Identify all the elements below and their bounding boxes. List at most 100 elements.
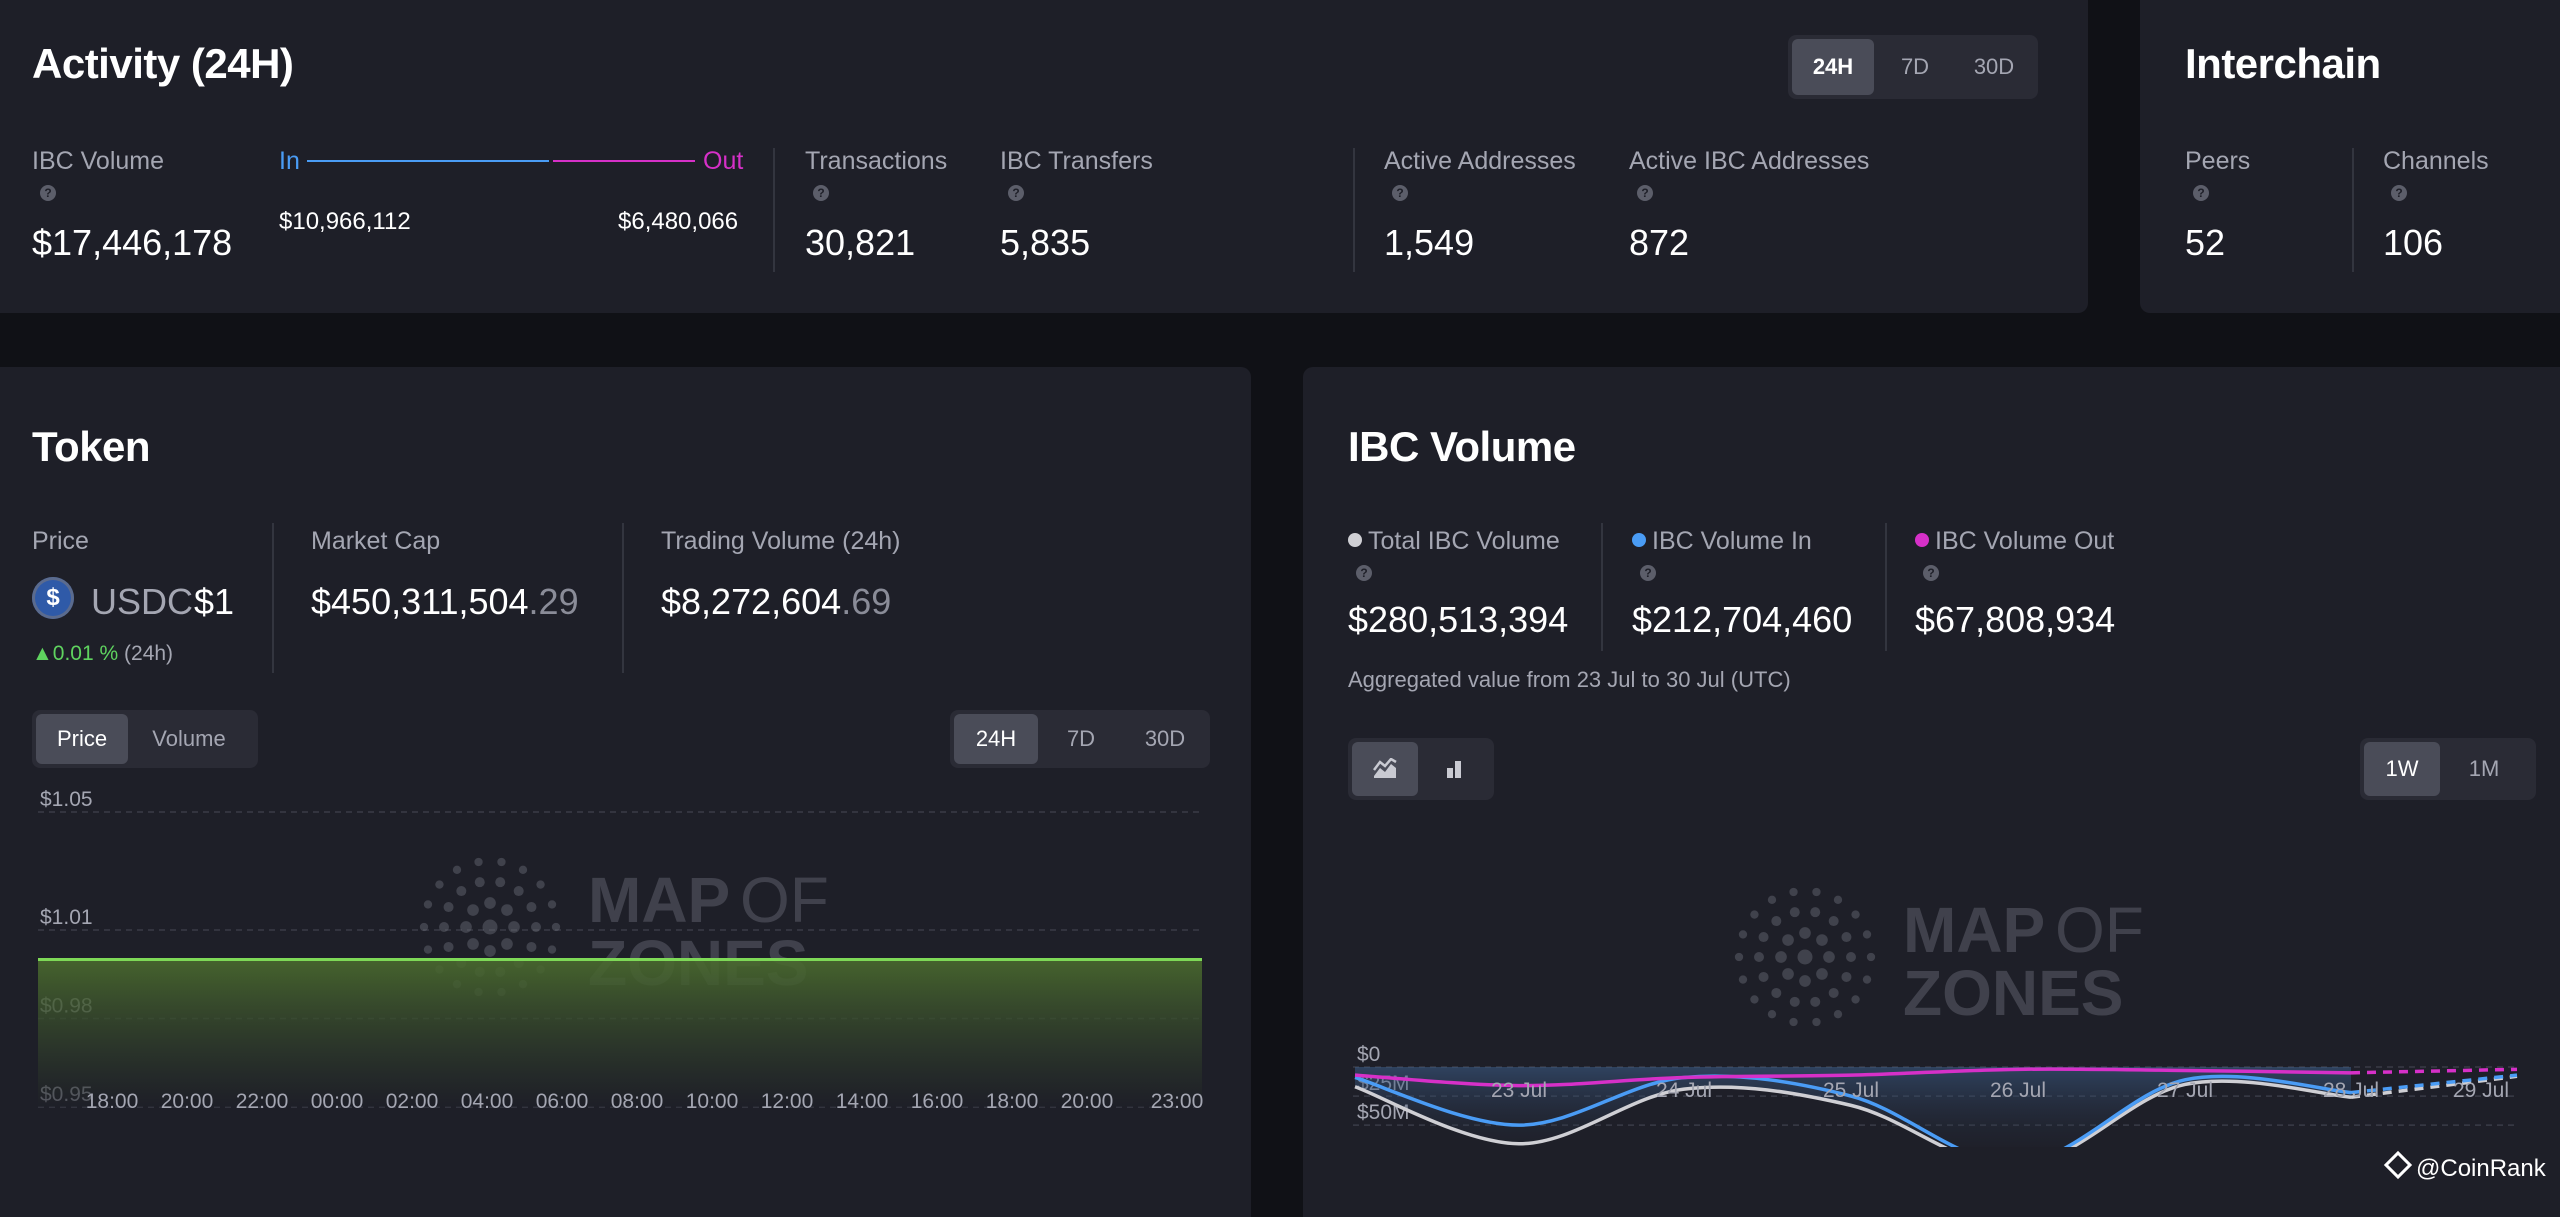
tab-volume[interactable]: Volume: [152, 726, 226, 751]
token-period-7d[interactable]: 7D: [1066, 726, 1096, 751]
total-ibc-volume-text: Total IBC Volume: [1368, 527, 1560, 555]
watermark-zones: ZONES: [1903, 957, 2123, 1029]
x-tick-label: 26 Jul: [1990, 1079, 2046, 1102]
ibc-volume-title: IBC Volume: [1348, 423, 1576, 470]
x-tick-label: 10:00: [686, 1090, 739, 1113]
watermark-dot: [439, 922, 449, 932]
legend-dot-total: [1348, 533, 1362, 548]
watermark-dot: [1738, 975, 1748, 984]
watermark-dot: [1810, 907, 1821, 918]
help-icon[interactable]: ?: [40, 185, 56, 201]
watermark-dot: [1782, 934, 1794, 946]
activity-period-30d[interactable]: 30D: [1973, 54, 2015, 79]
activity-period-7d[interactable]: 7D: [1900, 54, 1930, 79]
x-tick-label: 14:00: [836, 1090, 889, 1113]
in-bar: [307, 160, 549, 162]
coinrank-logo-icon: [2383, 1150, 2413, 1180]
market-cap-main: $450,311,504: [311, 581, 529, 622]
aggregated-note: Aggregated value from 23 Jul to 30 Jul (…: [1348, 667, 1791, 692]
coinrank-text: @CoinRank: [2416, 1155, 2546, 1182]
watermark-dot: [1833, 1009, 1843, 1019]
help-icon[interactable]: ?: [1640, 565, 1656, 581]
watermark-dot: [501, 904, 513, 916]
watermark-dot: [526, 941, 537, 952]
watermark-dot: [419, 922, 429, 932]
y-tick-label: $1.05: [40, 788, 93, 811]
watermark-dot: [1789, 996, 1800, 1007]
x-tick-label: 06:00: [536, 1090, 589, 1113]
price-change: ▲0.01 % (24h): [32, 642, 173, 666]
watermark-dot: [1754, 952, 1764, 962]
watermark-dot: [501, 938, 513, 950]
trading-volume-label: Trading Volume (24h): [661, 527, 901, 555]
watermark-dot: [423, 900, 433, 909]
token-title: Token: [32, 423, 151, 470]
ibc-period-1w[interactable]: 1W: [2364, 742, 2440, 796]
x-tick-label: 20:00: [161, 1090, 214, 1113]
legend-dot-in: [1632, 533, 1646, 548]
watermark-dot: [467, 938, 479, 950]
divider: [622, 523, 624, 673]
watermark-dot: [495, 877, 506, 888]
help-icon[interactable]: ?: [2193, 185, 2209, 201]
price-label: Price: [32, 527, 89, 555]
chart-type-switch: [1348, 738, 1494, 800]
trading-volume-main: $8,272,604: [661, 581, 842, 622]
watermark-map: MAP: [1903, 894, 2045, 966]
ibc-volume-chart: $90.31M$50M$25M$0 MAP OF ZONES 23 Jul24 …: [1353, 887, 2518, 1147]
area-chart-icon[interactable]: [1352, 742, 1418, 796]
watermark-dot: [1823, 951, 1835, 963]
watermark-dot: [1750, 910, 1759, 919]
watermark-dot: [1816, 968, 1828, 980]
x-tick-label: 23:00: [1151, 1090, 1204, 1113]
help-icon[interactable]: ?: [813, 185, 829, 201]
watermark-dot: [1797, 949, 1813, 965]
interchain-panel: Interchain Peers ? 52 Channels ? 106: [2140, 0, 2560, 313]
x-tick-label: 24 Jul: [1656, 1079, 1712, 1102]
trading-volume-value: $8,272,604.69: [661, 581, 891, 623]
watermark-dot: [452, 865, 462, 875]
watermark-dot: [1734, 952, 1744, 962]
watermark-dot: [1738, 930, 1748, 939]
watermark-dot: [1771, 916, 1782, 927]
ibc-volume-value: $17,446,178: [32, 222, 233, 263]
divider: [1353, 148, 1355, 272]
token-period-24h[interactable]: 24H: [954, 714, 1038, 764]
activity-period-24h[interactable]: 24H: [1792, 39, 1874, 95]
x-tick-label: 23 Jul: [1491, 1079, 1547, 1102]
help-icon[interactable]: ?: [2391, 185, 2407, 201]
in-value: $10,966,112: [279, 208, 411, 235]
divider: [272, 523, 274, 673]
watermark-dot: [1810, 996, 1821, 1007]
watermark-dot: [1812, 1017, 1821, 1027]
price-change-value: 0.01 %: [52, 642, 119, 665]
help-icon[interactable]: ?: [1008, 185, 1024, 201]
tab-price[interactable]: Price: [36, 714, 128, 764]
ibc-volume-out-text: IBC Volume Out: [1935, 527, 2115, 555]
watermark-dot: [484, 897, 496, 909]
ibc-volume-out-label: IBC Volume Out: [1915, 527, 2114, 556]
x-tick-label: 02:00: [386, 1090, 439, 1113]
x-tick-label: 28 Jul: [2323, 1079, 2379, 1102]
transactions-value: 30,821: [805, 222, 916, 263]
token-period-30d[interactable]: 30D: [1144, 726, 1186, 751]
watermark-dot: [1841, 932, 1852, 943]
price-chart: $1.05$1.01$0.98$0.95 MAP OF ZONES 18:002…: [38, 788, 1204, 1113]
help-icon[interactable]: ?: [1923, 565, 1939, 581]
watermark-dot: [551, 922, 561, 932]
help-icon[interactable]: ?: [1637, 185, 1653, 201]
bar-chart-icon[interactable]: [1422, 742, 1486, 796]
watermark-dot: [484, 945, 496, 957]
total-volume-line-projected: [2350, 1074, 2518, 1099]
help-icon[interactable]: ?: [1392, 185, 1408, 201]
watermark-dot: [1828, 916, 1839, 927]
help-icon[interactable]: ?: [1356, 565, 1372, 581]
activity-panel: Activity (24H) 24H 7D 30D IBC Volume ? $…: [0, 0, 2088, 313]
watermark-dot: [1789, 907, 1800, 918]
watermark-dot: [435, 880, 444, 889]
out-label: Out: [703, 147, 744, 175]
ibc-period-1m[interactable]: 1M: [2468, 756, 2500, 781]
watermark-of: OF: [740, 864, 829, 936]
watermark-dot: [497, 857, 506, 867]
watermark-of: OF: [2055, 894, 2144, 966]
